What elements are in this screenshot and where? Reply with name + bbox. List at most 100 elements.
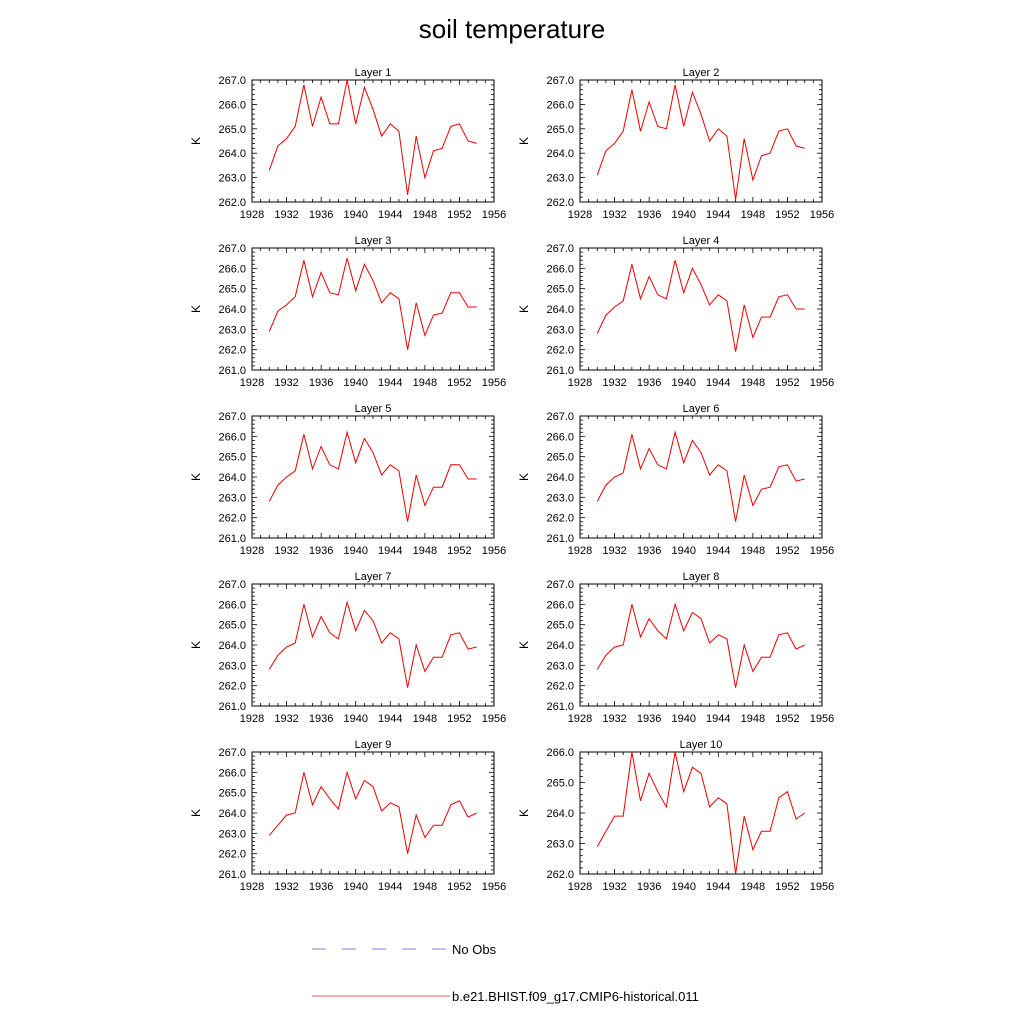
y-tick-label: 264.0	[218, 640, 246, 652]
legend: No Obs b.e21.BHIST.f09_g17.CMIP6-historic…	[312, 942, 699, 1004]
x-tick-label: 1928	[240, 881, 264, 893]
x-tick-label: 1928	[568, 377, 592, 389]
y-tick-label: 262.0	[218, 197, 246, 209]
x-tick-label: 1936	[309, 545, 333, 557]
x-tick-label: 1944	[378, 545, 402, 557]
panel-title: Layer 7	[355, 571, 392, 583]
x-tick-label: 1928	[240, 377, 264, 389]
x-tick-label: 1940	[671, 377, 695, 389]
y-tick-label: 262.0	[546, 345, 574, 357]
x-tick-label: 1948	[413, 377, 437, 389]
x-tick-label: 1944	[706, 881, 730, 893]
y-tick-label: 264.0	[546, 640, 574, 652]
y-tick-label: 267.0	[546, 579, 574, 591]
y-axis-label: K	[517, 641, 531, 649]
series-line	[268, 770, 477, 854]
y-tick-label: 264.0	[218, 304, 246, 316]
x-tick-label: 1928	[568, 209, 592, 221]
x-tick-label: 1932	[602, 881, 626, 893]
x-tick-label: 1940	[343, 545, 367, 557]
y-tick-label: 264.0	[546, 472, 574, 484]
y-axis-label: K	[189, 641, 203, 649]
x-tick-label: 1956	[482, 545, 506, 557]
x-tick-label: 1936	[309, 713, 333, 725]
x-tick-label: 1936	[637, 713, 661, 725]
y-axis-label: K	[517, 137, 531, 145]
y-tick-label: 261.0	[546, 701, 574, 713]
y-tick-label: 261.0	[546, 533, 574, 545]
y-tick-label: 267.0	[218, 75, 246, 87]
x-tick-label: 1948	[413, 713, 437, 725]
x-tick-label: 1940	[343, 209, 367, 221]
panel-layer-5: Layer 5 K 1928 1932 1936 1940 1944 1948 1952 1956…	[189, 403, 506, 557]
series-line	[268, 79, 477, 195]
panel-title: Layer 9	[355, 739, 392, 751]
x-tick-label: 1944	[378, 209, 402, 221]
panel-frame	[579, 415, 823, 539]
x-tick-label: 1932	[274, 713, 298, 725]
x-tick-label: 1932	[602, 377, 626, 389]
x-tick-label: 1956	[810, 881, 834, 893]
series-line	[596, 430, 805, 522]
x-tick-label: 1928	[240, 545, 264, 557]
series-line	[268, 600, 477, 688]
y-tick-label: 262.0	[546, 513, 574, 525]
y-axis-label: K	[517, 473, 531, 481]
x-tick-label: 1956	[482, 209, 506, 221]
x-tick-label: 1948	[741, 377, 765, 389]
x-tick-label: 1948	[741, 545, 765, 557]
x-tick-label: 1940	[343, 713, 367, 725]
panel-layer-3: Layer 3 K 1928 1932 1936 1940 1944 1948 1952 1956…	[189, 235, 506, 389]
y-tick-label: 266.0	[218, 431, 246, 443]
y-tick-label: 264.0	[218, 808, 246, 820]
x-tick-label: 1952	[447, 881, 471, 893]
series-line	[596, 260, 805, 352]
x-tick-label: 1944	[378, 377, 402, 389]
panel-frame	[579, 583, 823, 707]
x-tick-label: 1952	[447, 377, 471, 389]
x-tick-label: 1948	[741, 713, 765, 725]
y-tick-label: 263.0	[546, 839, 574, 851]
y-tick-label: 265.0	[218, 452, 246, 464]
y-tick-label: 265.0	[546, 452, 574, 464]
y-tick-label: 262.0	[546, 197, 574, 209]
x-tick-label: 1928	[568, 881, 592, 893]
x-tick-label: 1944	[378, 881, 402, 893]
x-tick-label: 1944	[706, 377, 730, 389]
y-tick-label: 265.0	[218, 124, 246, 136]
x-tick-label: 1932	[274, 881, 298, 893]
y-axis-label: K	[517, 809, 531, 817]
x-tick-label: 1940	[671, 545, 695, 557]
x-tick-label: 1952	[775, 209, 799, 221]
x-tick-label: 1936	[637, 881, 661, 893]
y-tick-label: 263.0	[218, 828, 246, 840]
y-tick-label: 266.0	[546, 747, 574, 759]
x-tick-label: 1940	[343, 377, 367, 389]
panel-layer-6: Layer 6 K 1928 1932 1936 1940 1944 1948 1952 1956…	[517, 403, 834, 557]
x-tick-label: 1936	[637, 209, 661, 221]
y-tick-label: 264.0	[546, 304, 574, 316]
y-tick-label: 267.0	[218, 579, 246, 591]
panel-title: Layer 10	[680, 739, 723, 751]
x-tick-label: 1928	[568, 713, 592, 725]
x-tick-label: 1944	[706, 209, 730, 221]
x-tick-label: 1952	[447, 209, 471, 221]
panel-frame	[251, 79, 495, 203]
x-tick-label: 1932	[602, 713, 626, 725]
y-tick-label: 266.0	[546, 599, 574, 611]
panel-title: Layer 3	[355, 235, 392, 247]
y-tick-label: 266.0	[218, 99, 246, 111]
y-tick-label: 264.0	[218, 148, 246, 160]
y-tick-label: 265.0	[546, 778, 574, 790]
panel-title: Layer 8	[683, 571, 720, 583]
panel-frame	[251, 415, 495, 539]
series-line	[596, 602, 805, 688]
series-line	[268, 258, 477, 350]
y-tick-label: 263.0	[546, 173, 574, 185]
panel-layer-10: Layer 10 K 1928 1932 1936 1940 1944 1948 1952 195…	[517, 739, 834, 893]
legend-label-no-obs: No Obs	[452, 942, 497, 957]
y-tick-label: 267.0	[546, 243, 574, 255]
x-tick-label: 1940	[671, 881, 695, 893]
y-tick-label: 264.0	[546, 808, 574, 820]
